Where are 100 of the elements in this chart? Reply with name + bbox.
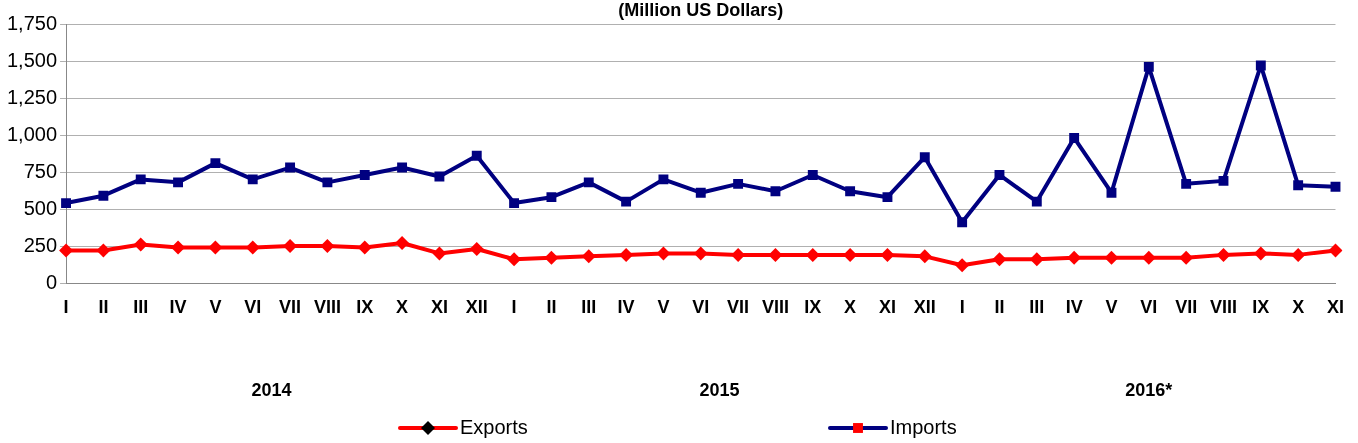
point	[1143, 61, 1154, 72]
y-tick-label: 750	[23, 159, 58, 182]
y-tick-label: 1,500	[6, 48, 58, 71]
y-tick-label: 0	[45, 270, 58, 293]
point	[880, 247, 895, 262]
point	[1330, 181, 1341, 192]
point	[1181, 178, 1192, 189]
point	[173, 177, 184, 188]
point	[805, 247, 820, 262]
point	[770, 186, 781, 197]
point	[1255, 60, 1266, 71]
x-tick-label: III	[133, 296, 149, 317]
x-tick-label: X	[396, 296, 409, 317]
point	[507, 252, 522, 267]
x-tick-label: VII	[1175, 296, 1198, 317]
x-tick-label: IV	[169, 296, 187, 317]
x-tick-label: III	[1029, 296, 1045, 317]
text: 2014	[251, 379, 292, 400]
point	[957, 217, 968, 228]
x-tick-label: IV	[1065, 296, 1083, 317]
x-tick-label: XI	[1326, 296, 1344, 317]
x-tick-label: II	[98, 296, 109, 317]
point	[322, 177, 333, 188]
point	[1106, 187, 1117, 198]
legend-label: Exports	[460, 415, 528, 438]
x-tick-label: VII	[727, 296, 750, 317]
point	[397, 162, 408, 173]
x-tick-label: IX	[804, 296, 822, 317]
y-tick-label: 1,250	[6, 85, 58, 108]
x-tick-label: XI	[878, 296, 896, 317]
point	[245, 240, 260, 255]
x-tick-label: V	[1105, 296, 1118, 317]
x-tick-label: V	[657, 296, 670, 317]
point	[1179, 250, 1194, 265]
point	[171, 240, 186, 255]
point	[359, 170, 370, 180]
point	[395, 236, 410, 251]
point	[693, 246, 708, 261]
point	[1029, 252, 1044, 267]
y-tick-label: 500	[23, 196, 58, 219]
point	[210, 158, 221, 169]
point	[619, 247, 634, 262]
x-tick-label: I	[959, 296, 965, 317]
x-tick-label: VI	[244, 296, 262, 317]
text: 2016*	[1125, 379, 1173, 400]
point	[658, 174, 669, 185]
point	[509, 198, 520, 209]
y-tick-label: 1,000	[6, 122, 58, 145]
x-tick-label: VII	[279, 296, 302, 317]
x-tick-label: IV	[617, 296, 635, 317]
x-tick-label: VIII	[761, 296, 789, 317]
point	[1253, 246, 1268, 261]
point	[247, 174, 258, 185]
point	[546, 192, 557, 203]
point	[583, 177, 594, 188]
point	[59, 243, 74, 258]
point	[955, 258, 970, 273]
point	[656, 246, 671, 261]
point	[133, 237, 148, 252]
point	[434, 171, 445, 182]
point	[695, 187, 706, 198]
x-tick-label: XII	[465, 296, 488, 317]
point	[621, 196, 632, 207]
x-tick-label: VIII	[1209, 296, 1237, 317]
point	[1104, 250, 1119, 265]
point	[1069, 133, 1080, 143]
point	[544, 250, 559, 265]
point	[1328, 243, 1343, 258]
x-tick-label: XI	[430, 296, 448, 317]
point	[285, 162, 296, 173]
point	[1216, 247, 1231, 262]
point	[357, 240, 372, 255]
x-tick-label: IX	[1252, 296, 1270, 317]
text: 2015	[699, 379, 740, 400]
point	[919, 152, 930, 163]
point	[994, 170, 1005, 180]
legend-label: Imports	[890, 415, 957, 438]
x-tick-label: I	[63, 296, 69, 317]
point	[1067, 250, 1082, 265]
x-tick-label: VIII	[313, 296, 341, 317]
x-tick-label: XII	[913, 296, 936, 317]
x-tick-label: IX	[356, 296, 374, 317]
x-tick-label: III	[581, 296, 597, 317]
point	[1031, 196, 1042, 207]
point	[845, 186, 856, 197]
point	[1141, 250, 1156, 265]
point	[208, 240, 223, 255]
point	[807, 170, 818, 180]
x-tick-label: VI	[692, 296, 710, 317]
x-tick-label: X	[1292, 296, 1305, 317]
point	[992, 252, 1007, 267]
point	[581, 249, 596, 264]
x-tick-label: II	[546, 296, 557, 317]
point	[917, 249, 932, 264]
point	[768, 247, 783, 262]
point	[733, 178, 744, 189]
x-tick-label: I	[511, 296, 517, 317]
point	[882, 192, 893, 203]
y-tick-label: 1,750	[6, 11, 58, 34]
point	[1291, 247, 1306, 262]
